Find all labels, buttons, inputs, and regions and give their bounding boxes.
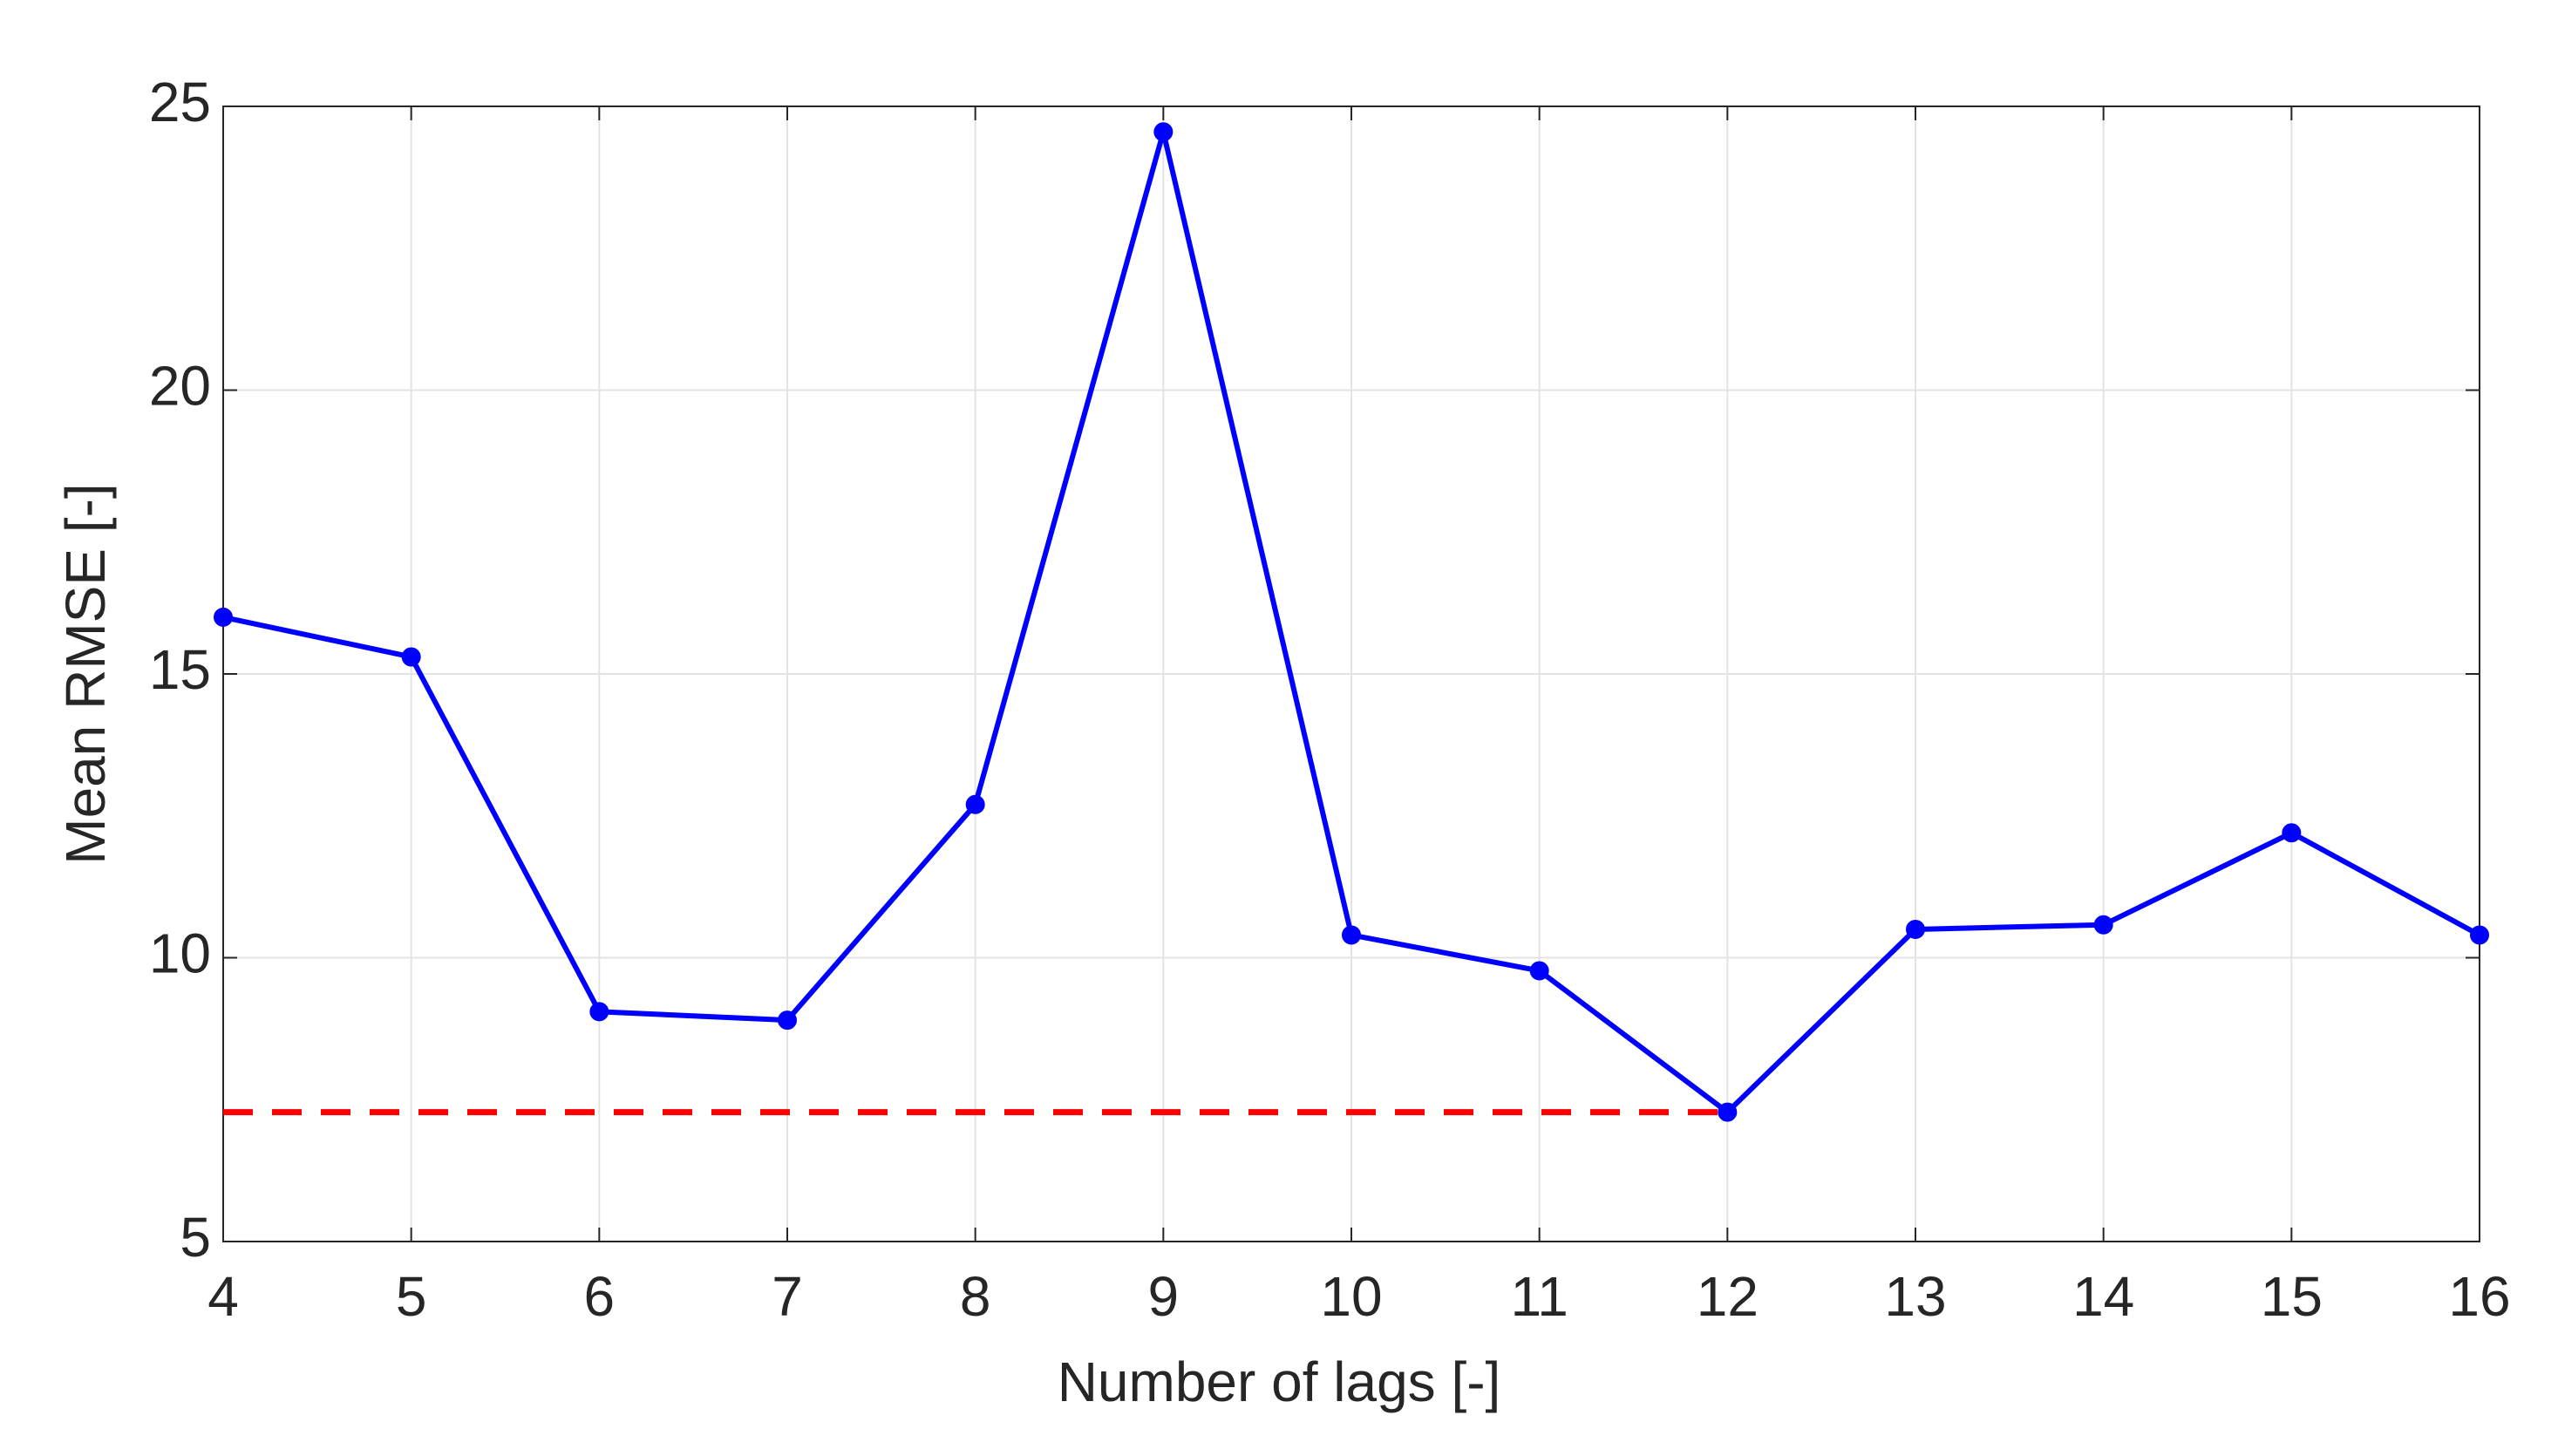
data-point	[589, 1002, 609, 1022]
data-point	[965, 794, 985, 814]
x-tick-label: 9	[1148, 1265, 1180, 1328]
x-tick-label: 15	[2261, 1265, 2323, 1328]
y-tick-label: 10	[149, 922, 211, 984]
x-tick-label: 16	[2448, 1265, 2510, 1328]
x-axis-label: Number of lags [-]	[1058, 1351, 1501, 1413]
data-point	[2093, 915, 2113, 935]
y-tick-label: 15	[149, 638, 211, 701]
plot-frame	[222, 105, 2480, 1242]
x-tick-label: 11	[1510, 1265, 1568, 1328]
data-point	[1906, 919, 1925, 939]
data-point	[1718, 1102, 1738, 1122]
x-tick-label: 7	[772, 1265, 803, 1328]
y-tick-label: 5	[180, 1206, 211, 1269]
data-point	[214, 607, 233, 627]
x-tick-label: 14	[2072, 1265, 2134, 1328]
y-tick-label: 20	[149, 354, 211, 417]
x-tick-label: 5	[396, 1265, 427, 1328]
data-point	[1342, 925, 1361, 945]
x-tick-label: 12	[1697, 1265, 1759, 1328]
x-tick-label: 10	[1320, 1265, 1382, 1328]
y-tick-label: 25	[149, 71, 211, 133]
data-point	[2282, 823, 2302, 843]
x-tick-label: 13	[1884, 1265, 1946, 1328]
data-point	[1153, 122, 1174, 142]
data-point	[1529, 961, 1549, 981]
data-point	[778, 1010, 797, 1031]
y-axis-label: Mean RMSE [-]	[54, 483, 117, 864]
x-tick-label: 8	[960, 1265, 991, 1328]
x-tick-label: 6	[584, 1265, 616, 1328]
x-tick-label: 4	[207, 1265, 239, 1328]
data-point	[401, 647, 421, 667]
data-point	[2470, 925, 2489, 945]
